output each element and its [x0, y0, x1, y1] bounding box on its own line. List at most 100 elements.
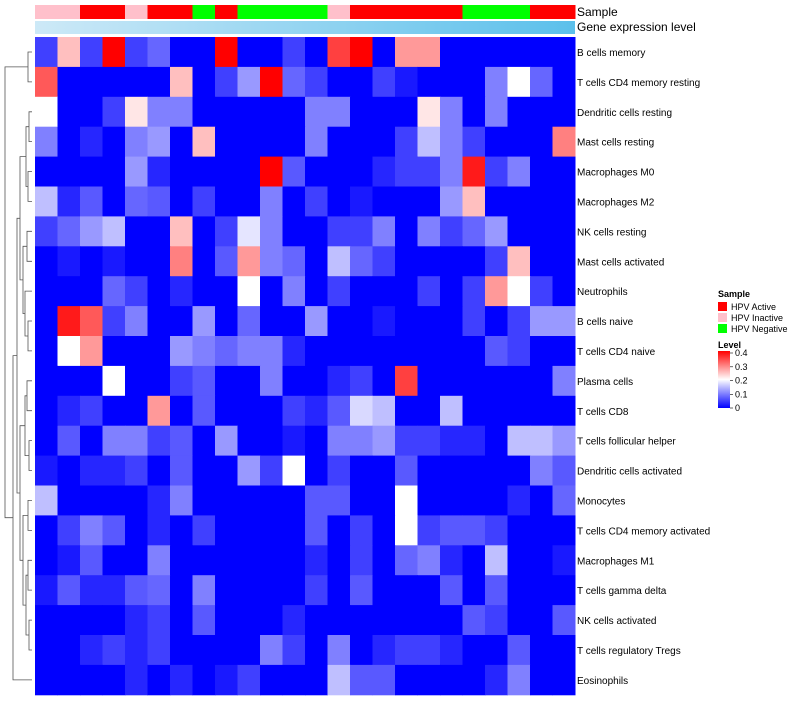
heatmap-cell: [507, 395, 531, 427]
heatmap-cell: [552, 425, 576, 457]
heatmap-cell: [147, 186, 171, 217]
heatmap-cell: [372, 635, 396, 666]
dendrogram-branch: [26, 380, 32, 412]
heatmap-cell: [417, 395, 441, 427]
legend-sample-title: Sample: [718, 289, 750, 299]
heatmap-cell: [507, 425, 531, 457]
heatmap-cell: [485, 156, 508, 187]
row-label: Macrophages M2: [577, 197, 655, 208]
heatmap-cell: [282, 455, 306, 486]
row-label: Macrophages M1: [577, 556, 655, 567]
heatmap-cell: [237, 66, 261, 98]
heatmap-cell: [147, 66, 171, 98]
heatmap-cell: [485, 336, 508, 367]
heatmap-cell: [170, 485, 193, 516]
heatmap-cell: [372, 664, 396, 696]
heatmap-cell: [552, 126, 576, 158]
heatmap-cell: [350, 186, 373, 217]
heatmap-cell: [485, 186, 508, 217]
dendrogram-branch: [27, 559, 32, 591]
row-label: Dendritic cells activated: [577, 467, 682, 478]
heatmap-cell: [237, 186, 261, 217]
heatmap-cell: [35, 37, 58, 68]
row-label: Neutrophils: [577, 287, 628, 298]
heatmap-cell: [147, 485, 171, 516]
heatmap-cell: [440, 156, 463, 187]
heatmap-cell: [350, 635, 373, 666]
heatmap-cell: [485, 395, 508, 427]
sample-annotation-label: Sample: [577, 5, 618, 19]
dendrogram-branch: [19, 425, 25, 561]
heatmap-cell: [147, 545, 171, 576]
heatmap-cell: [170, 575, 193, 606]
heatmap-cell: [80, 365, 103, 397]
dendrogram-branch: [25, 126, 29, 187]
heatmap-cell: [102, 664, 126, 696]
heatmap-cell: [462, 246, 486, 277]
heatmap-cell: [395, 126, 418, 158]
heatmap-cell: [192, 276, 216, 307]
heatmap-cell: [170, 306, 193, 337]
heatmap-cell: [395, 545, 418, 576]
level-tick-label: 0.2: [735, 376, 748, 386]
heatmap-cell: [350, 216, 373, 247]
heatmap-cell: [260, 515, 283, 546]
heatmap-cell: [440, 66, 463, 98]
heatmap-cell: [35, 605, 58, 636]
heatmap-cell: [80, 545, 103, 576]
heatmap-cell: [282, 246, 306, 277]
heatmap-cell: [35, 664, 58, 696]
heatmap-cell: [147, 276, 171, 307]
heatmap-cell: [57, 126, 81, 158]
heatmap-cell: [102, 455, 126, 486]
heatmap-cell: [147, 365, 171, 397]
heatmap-cell: [530, 455, 553, 486]
level-colorbar-ticks: 0.4 0.3 0.2 0.1 0: [730, 348, 748, 413]
heatmap-cell: [282, 276, 306, 307]
heatmap-cell: [440, 336, 463, 367]
heatmap-cell: [260, 37, 283, 68]
heatmap-cell: [327, 246, 351, 277]
heatmap-cell: [417, 276, 441, 307]
heatmap-cell: [102, 276, 126, 307]
heatmap-cell: [552, 575, 576, 606]
heatmap-cell: [102, 336, 126, 367]
heatmap-cell: [282, 395, 306, 427]
heatmap-cell: [462, 455, 486, 486]
heatmap-cell: [507, 545, 531, 576]
heatmap-cell: [282, 575, 306, 606]
heatmap-cell: [215, 365, 238, 397]
heatmap-cell: [260, 545, 283, 576]
heatmap-cell: [125, 126, 148, 158]
row-label: T cells regulatory Tregs: [577, 646, 681, 657]
heatmap-cell: [440, 276, 463, 307]
heatmap-cell: [80, 276, 103, 307]
heatmap-cell: [192, 664, 216, 696]
heatmap-cell: [260, 575, 283, 606]
level-colorbar: [718, 351, 730, 408]
heatmap-cell: [462, 395, 486, 427]
heatmap-cell: [260, 365, 283, 397]
heatmap-cell: [102, 37, 126, 68]
heatmap-cell: [417, 246, 441, 277]
heatmap-cell: [125, 306, 148, 337]
heatmap-cell: [125, 515, 148, 546]
heatmap-cell: [147, 635, 171, 666]
heatmap-cell: [417, 515, 441, 546]
heatmap-cell: [192, 455, 216, 486]
heatmap-cell: [552, 186, 576, 217]
heatmap-cell: [395, 425, 418, 457]
heatmap-cell: [507, 66, 531, 98]
heatmap-cell: [282, 545, 306, 576]
heatmap-cell: [395, 485, 418, 516]
heatmap-cell: [237, 455, 261, 486]
heatmap-cell: [170, 605, 193, 636]
heatmap-cell: [552, 276, 576, 307]
heatmap-cell: [125, 96, 148, 128]
sample-annotation-cell: [260, 5, 283, 19]
heatmap-cell: [305, 156, 328, 187]
heatmap-cell: [305, 485, 328, 516]
heatmap-cell: [440, 515, 463, 546]
heatmap-cell: [192, 545, 216, 576]
